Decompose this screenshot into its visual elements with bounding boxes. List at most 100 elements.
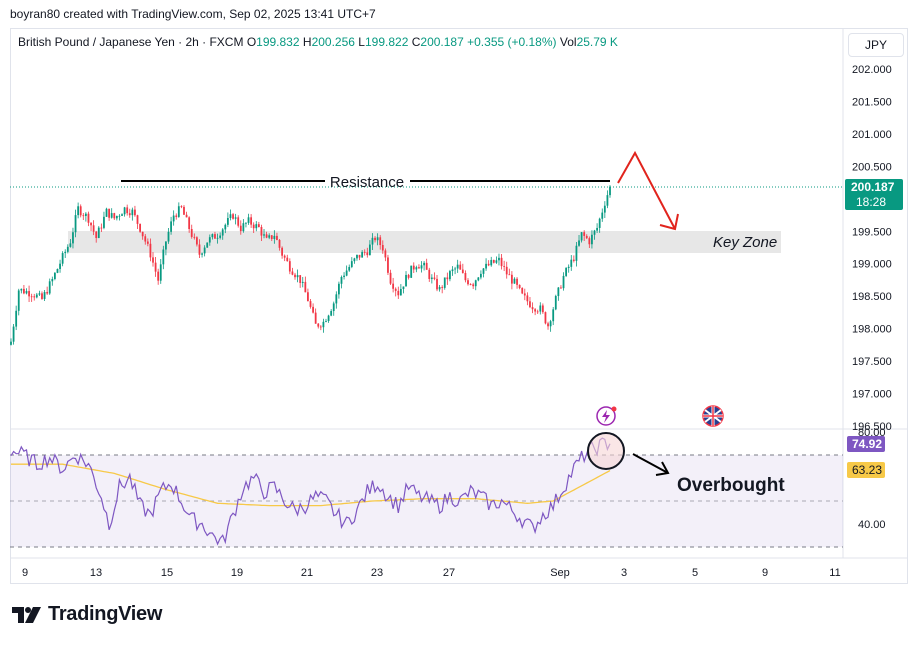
candle-body[interactable] bbox=[405, 274, 407, 287]
candle-body[interactable] bbox=[190, 229, 193, 237]
candle-body[interactable] bbox=[480, 273, 482, 278]
candle-body[interactable] bbox=[276, 235, 278, 240]
candle-body[interactable] bbox=[428, 269, 431, 279]
candle-body[interactable] bbox=[165, 241, 167, 250]
candle-body[interactable] bbox=[28, 291, 30, 297]
candle-body[interactable] bbox=[469, 284, 472, 285]
candle-body[interactable] bbox=[557, 287, 560, 296]
candle-body[interactable] bbox=[454, 268, 456, 270]
candle-body[interactable] bbox=[219, 235, 222, 238]
candle-body[interactable] bbox=[523, 293, 526, 296]
candle-body[interactable] bbox=[131, 209, 134, 216]
candle-body[interactable] bbox=[46, 292, 49, 294]
candle-body[interactable] bbox=[500, 257, 503, 267]
candle-body[interactable] bbox=[152, 257, 154, 263]
candle-body[interactable] bbox=[250, 217, 253, 225]
candle-body[interactable] bbox=[257, 224, 260, 228]
candle-body[interactable] bbox=[82, 215, 85, 217]
candle-body[interactable] bbox=[423, 262, 426, 266]
candle-body[interactable] bbox=[234, 217, 237, 219]
candle-body[interactable] bbox=[389, 272, 392, 284]
candle-body[interactable] bbox=[175, 215, 178, 217]
candle-body[interactable] bbox=[77, 206, 80, 216]
candle-body[interactable] bbox=[72, 232, 74, 244]
candle-body[interactable] bbox=[66, 246, 69, 252]
candle-body[interactable] bbox=[356, 254, 358, 259]
candle-body[interactable] bbox=[415, 267, 418, 270]
candle-body[interactable] bbox=[361, 251, 364, 258]
candle-body[interactable] bbox=[490, 259, 493, 266]
candle-body[interactable] bbox=[510, 274, 513, 284]
candle-body[interactable] bbox=[103, 216, 105, 228]
candle-body[interactable] bbox=[309, 301, 312, 307]
candle-body[interactable] bbox=[286, 257, 289, 262]
candle-body[interactable] bbox=[526, 295, 529, 302]
candle-body[interactable] bbox=[516, 278, 518, 285]
candle-body[interactable] bbox=[410, 265, 413, 278]
candle-body[interactable] bbox=[294, 274, 296, 278]
candle-body[interactable] bbox=[281, 247, 283, 256]
candle-body[interactable] bbox=[291, 271, 294, 275]
candle-body[interactable] bbox=[201, 253, 203, 255]
candle-body[interactable] bbox=[433, 277, 436, 279]
candle-body[interactable] bbox=[170, 221, 172, 232]
candle-body[interactable] bbox=[113, 213, 116, 219]
candle-body[interactable] bbox=[48, 281, 51, 294]
candle-body[interactable] bbox=[598, 218, 601, 228]
candle-body[interactable] bbox=[472, 284, 475, 287]
candle-body[interactable] bbox=[498, 257, 500, 261]
candle-body[interactable] bbox=[265, 234, 268, 238]
candle-body[interactable] bbox=[10, 341, 12, 345]
candle-body[interactable] bbox=[541, 305, 544, 313]
candle-body[interactable] bbox=[482, 268, 485, 274]
candle-body[interactable] bbox=[593, 230, 596, 235]
candle-body[interactable] bbox=[30, 296, 33, 298]
key-zone-band[interactable] bbox=[68, 231, 781, 253]
candle-body[interactable] bbox=[544, 312, 547, 324]
candle-body[interactable] bbox=[61, 253, 64, 264]
candle-body[interactable] bbox=[146, 241, 149, 244]
candle-body[interactable] bbox=[379, 237, 382, 246]
candle-body[interactable] bbox=[180, 206, 183, 208]
overbought-circle[interactable] bbox=[587, 432, 625, 470]
candle-body[interactable] bbox=[69, 243, 72, 247]
candle-body[interactable] bbox=[338, 283, 340, 295]
candle-body[interactable] bbox=[232, 214, 234, 219]
candle-body[interactable] bbox=[425, 262, 428, 270]
candle-body[interactable] bbox=[583, 232, 586, 236]
candle-body[interactable] bbox=[539, 305, 542, 312]
candle-body[interactable] bbox=[495, 260, 498, 263]
candle-body[interactable] bbox=[304, 281, 307, 293]
candle-body[interactable] bbox=[188, 217, 191, 230]
candle-body[interactable] bbox=[418, 267, 420, 269]
overbought-arrow-line[interactable] bbox=[632, 453, 669, 474]
candle-body[interactable] bbox=[601, 212, 604, 219]
candle-body[interactable] bbox=[100, 227, 103, 229]
candle-body[interactable] bbox=[64, 251, 67, 254]
candle-body[interactable] bbox=[536, 311, 539, 313]
candle-body[interactable] bbox=[211, 234, 214, 238]
candle-body[interactable] bbox=[128, 213, 131, 216]
candle-body[interactable] bbox=[521, 288, 524, 294]
candle-body[interactable] bbox=[307, 292, 309, 302]
candle-body[interactable] bbox=[247, 217, 250, 223]
candle-body[interactable] bbox=[118, 215, 121, 217]
candle-body[interactable] bbox=[97, 227, 100, 239]
candle-body[interactable] bbox=[221, 229, 224, 236]
candle-body[interactable] bbox=[606, 195, 609, 206]
candle-body[interactable] bbox=[252, 224, 255, 229]
candle-body[interactable] bbox=[340, 276, 343, 284]
candle-body[interactable] bbox=[224, 224, 227, 230]
candle-body[interactable] bbox=[492, 259, 495, 263]
candle-body[interactable] bbox=[141, 231, 144, 237]
candle-body[interactable] bbox=[108, 208, 111, 218]
candle-body[interactable] bbox=[299, 275, 302, 283]
candlestick-series[interactable] bbox=[10, 185, 611, 346]
candle-body[interactable] bbox=[92, 225, 95, 232]
candle-body[interactable] bbox=[567, 266, 570, 268]
candle-body[interactable] bbox=[397, 290, 400, 296]
candle-body[interactable] bbox=[226, 217, 229, 225]
candle-body[interactable] bbox=[263, 234, 265, 236]
candle-body[interactable] bbox=[518, 284, 521, 289]
